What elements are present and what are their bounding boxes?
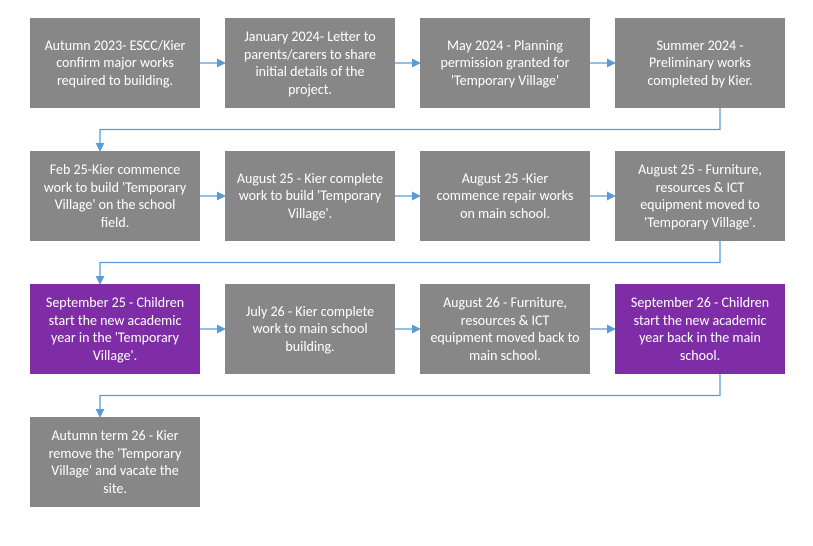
flow-node-n12: September 26 - Children start the new ac… [615, 284, 785, 374]
flow-node-n3: May 2024 - Planning permission granted f… [420, 18, 590, 108]
flowchart: Autumn 2023- ESCC/Kier confirm major wor… [0, 0, 813, 546]
flow-node-n11: August 26 - Furniture, resources & ICT e… [420, 284, 590, 374]
flow-node-label: September 25 - Children start the new ac… [40, 294, 190, 364]
flow-node-label: Feb 25-Kier commence work to build 'Temp… [40, 161, 190, 231]
flow-node-n13: Autumn term 26 - Kier remove the 'Tempor… [30, 417, 200, 507]
flow-node-label: Autumn 2023- ESCC/Kier confirm major wor… [40, 37, 190, 90]
flow-node-n7: August 25 -Kier commence repair works on… [420, 151, 590, 241]
flow-node-n1: Autumn 2023- ESCC/Kier confirm major wor… [30, 18, 200, 108]
flow-node-n2: January 2024- Letter to parents/carers t… [225, 18, 395, 108]
flow-node-n9: September 25 - Children start the new ac… [30, 284, 200, 374]
flow-node-n10: July 26 - Kier complete work to main sch… [225, 284, 395, 374]
edge-n8-n9 [100, 241, 720, 284]
flow-node-label: July 26 - Kier complete work to main sch… [235, 303, 385, 356]
flow-node-label: August 25 - Kier complete work to build … [235, 170, 385, 223]
flow-node-label: August 25 - Furniture, resources & ICT e… [625, 161, 775, 231]
flow-node-n5: Feb 25-Kier commence work to build 'Temp… [30, 151, 200, 241]
edge-n4-n5 [100, 108, 720, 151]
flow-node-n4: Summer 2024 - Preliminary works complete… [615, 18, 785, 108]
flow-node-label: January 2024- Letter to parents/carers t… [235, 28, 385, 98]
flow-node-label: August 25 -Kier commence repair works on… [430, 170, 580, 223]
flow-node-label: May 2024 - Planning permission granted f… [430, 37, 580, 90]
flow-node-label: August 26 - Furniture, resources & ICT e… [430, 294, 580, 364]
flow-node-label: September 26 - Children start the new ac… [625, 294, 775, 364]
flow-node-label: Summer 2024 - Preliminary works complete… [625, 37, 775, 90]
flow-node-label: Autumn term 26 - Kier remove the 'Tempor… [40, 427, 190, 497]
flow-node-n8: August 25 - Furniture, resources & ICT e… [615, 151, 785, 241]
flow-node-n6: August 25 - Kier complete work to build … [225, 151, 395, 241]
edge-n12-n13 [100, 374, 720, 417]
